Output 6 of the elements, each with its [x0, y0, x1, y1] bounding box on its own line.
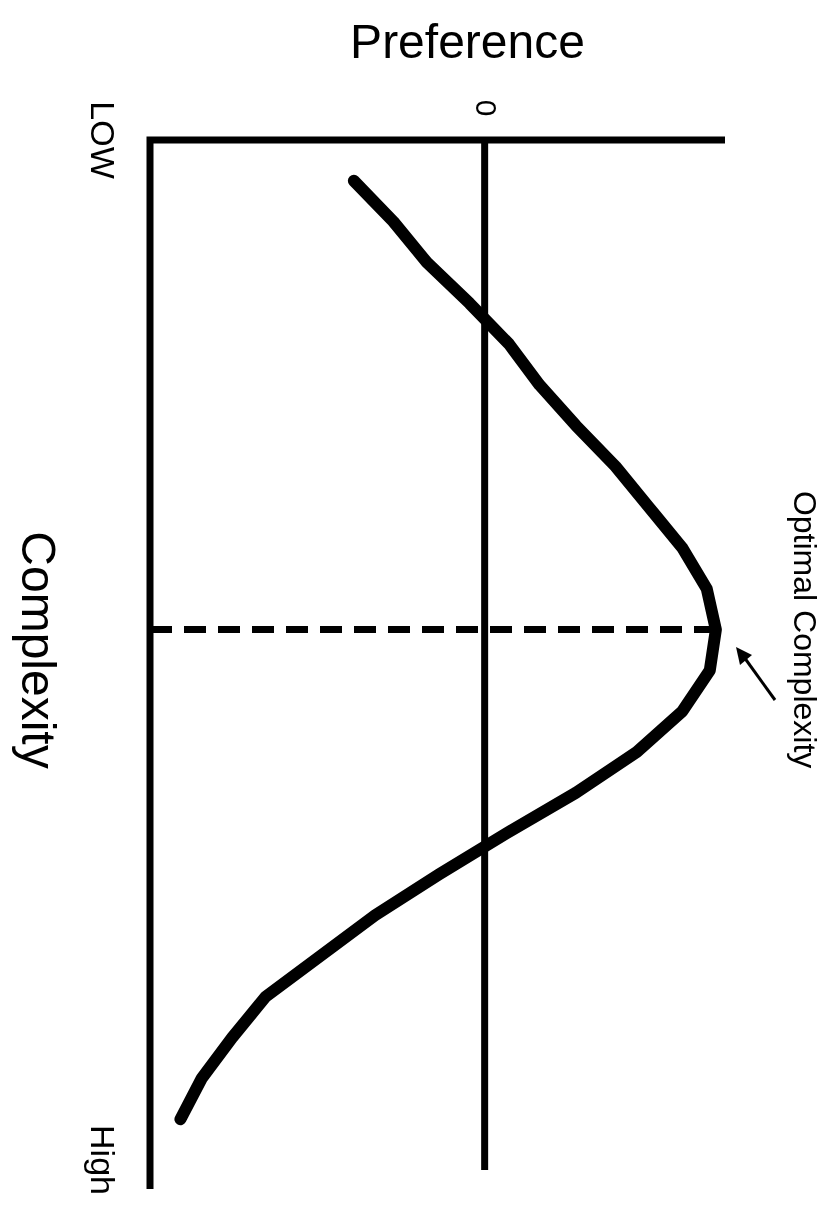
- ref-line-label: 0: [470, 99, 504, 117]
- y-tick-label: LOW: [83, 101, 122, 179]
- y-axis-title: Complexity: [11, 531, 65, 769]
- y-tick-label: High: [83, 1125, 122, 1195]
- annotation: Optimal Complexity: [787, 490, 824, 769]
- x-axis-title: Preference: [350, 15, 585, 69]
